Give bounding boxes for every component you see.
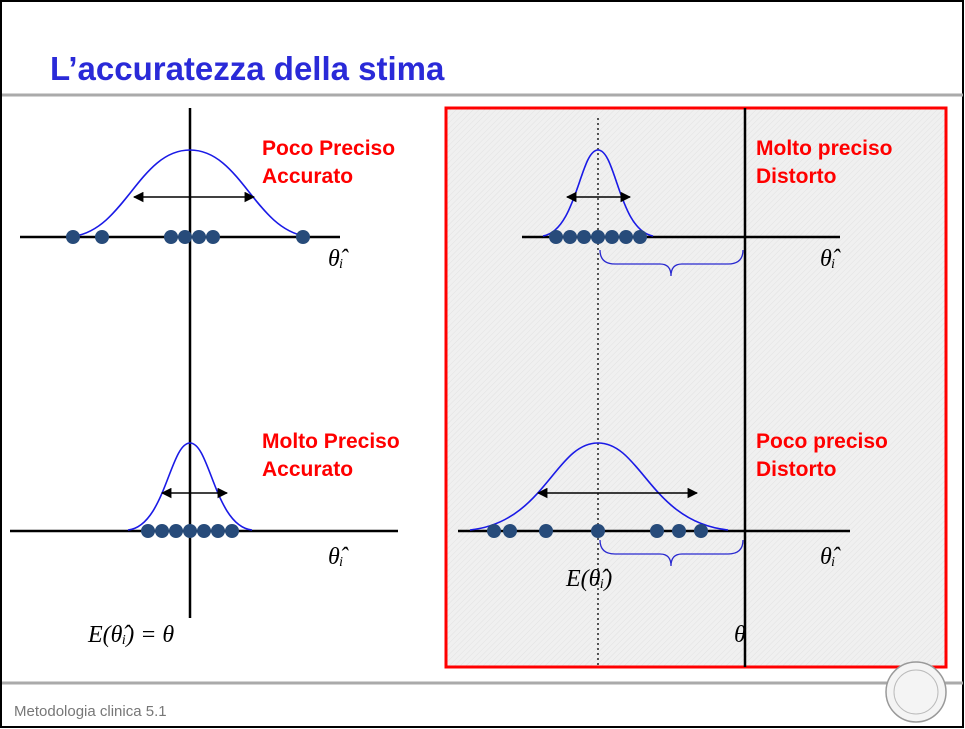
curve <box>127 442 253 531</box>
panel-top-left: Poco Preciso Accurato θ̂ᵢ <box>20 108 395 618</box>
label: Accurato <box>262 165 353 188</box>
bias-brace <box>599 249 744 277</box>
curve <box>74 149 306 237</box>
logo-ring <box>893 669 939 715</box>
title: L’accuratezza della stima <box>50 50 445 87</box>
footer: Metodologia clinica 5.1 <box>14 703 167 720</box>
label: Distorto <box>756 165 837 188</box>
expectation-equation: E(θ̂ᵢ) = θ <box>87 622 174 648</box>
panel-bottom-right: Poco preciso Distorto θ̂ᵢ E(θ̂ᵢ) θ <box>458 430 888 648</box>
expectation: E(θ̂ᵢ) <box>565 566 612 592</box>
axis-symbol: θ̂ᵢ <box>820 544 841 570</box>
label: Poco preciso <box>756 430 888 453</box>
dots <box>141 524 239 538</box>
label: Poco Preciso <box>262 137 395 160</box>
panel-top-right: Molto preciso Distorto θ̂ᵢ <box>522 137 893 277</box>
curve <box>542 149 654 237</box>
bias-brace <box>599 539 744 567</box>
biased-box <box>444 106 948 669</box>
axis-symbol: θ̂ᵢ <box>328 544 349 570</box>
label: Accurato <box>262 458 353 481</box>
dots <box>66 230 310 244</box>
dots <box>487 524 708 538</box>
curve <box>469 442 729 531</box>
axis-symbol: θ̂ᵢ <box>328 246 349 272</box>
label: Molto preciso <box>756 137 893 160</box>
label: Distorto <box>756 458 837 481</box>
dots <box>549 230 647 244</box>
label: Molto Preciso <box>262 430 400 453</box>
theta: θ <box>734 622 746 648</box>
panel-bottom-left: Molto Preciso Accurato θ̂ᵢ E(θ̂ᵢ) = θ <box>10 430 400 648</box>
axis-symbol: θ̂ᵢ <box>820 246 841 272</box>
logo <box>885 661 947 723</box>
